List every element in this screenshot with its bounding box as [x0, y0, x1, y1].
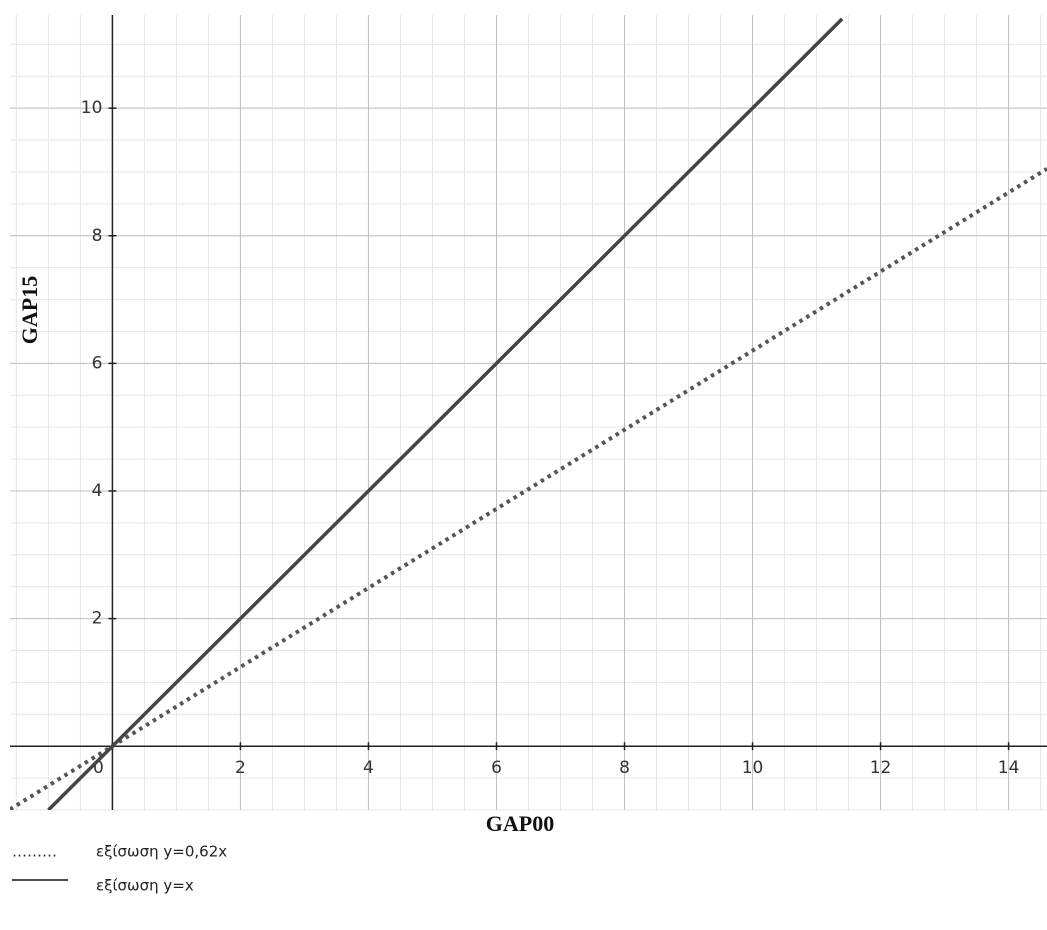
- x-tick-label: 2: [235, 758, 246, 778]
- y-axis-label: GAP15: [17, 276, 42, 344]
- x-tick-label: 4: [363, 758, 374, 778]
- legend-label: εξίσωση y=x: [96, 877, 194, 895]
- x-tick-label: 6: [491, 758, 502, 778]
- legend-label: εξίσωση y=0,62x: [96, 843, 227, 861]
- series-line: [10, 167, 1047, 810]
- y-tick-label: 2: [92, 609, 103, 629]
- legend-symbol: ………: [12, 843, 57, 861]
- x-tick-label: 14: [998, 758, 1020, 778]
- series-line: [47, 17, 844, 810]
- grid: [10, 15, 1047, 811]
- y-tick-label: 8: [92, 226, 103, 246]
- x-tick-label: 12: [870, 758, 892, 778]
- y-tick-label: 4: [92, 481, 103, 501]
- x-tick-label: 8: [619, 758, 630, 778]
- x-tick-label: 0: [93, 758, 104, 778]
- y-tick-label: 6: [92, 353, 103, 373]
- x-tick-label: 10: [742, 758, 764, 778]
- x-axis-label: GAP00: [486, 811, 554, 836]
- y-tick-label: 10: [81, 98, 103, 118]
